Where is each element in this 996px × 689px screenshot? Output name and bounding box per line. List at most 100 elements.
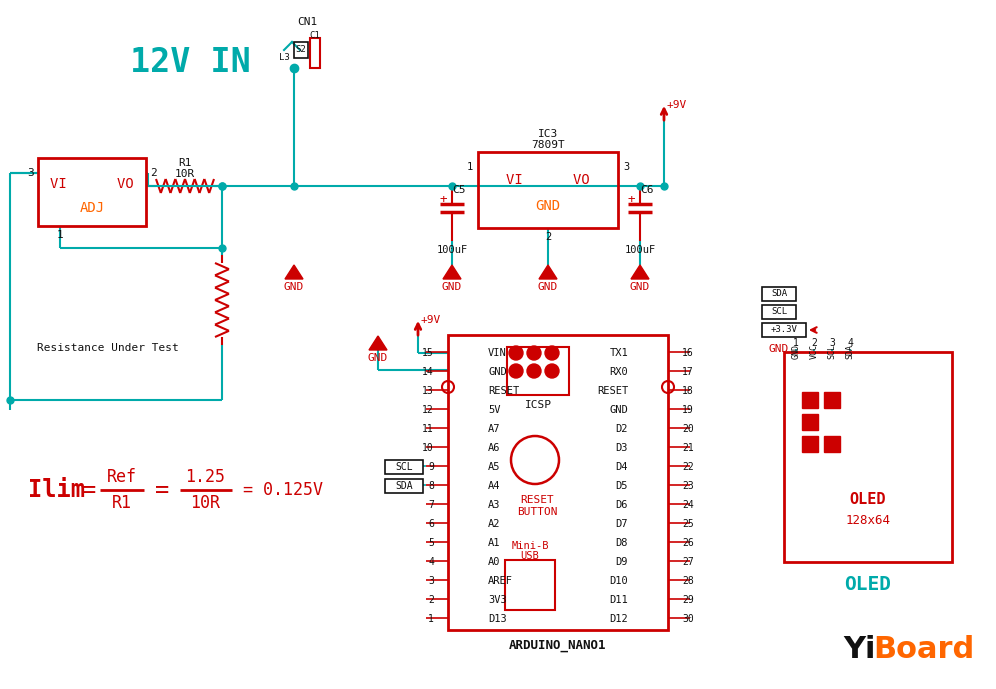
Text: CN1: CN1 [297, 17, 317, 27]
Text: SDA: SDA [846, 344, 855, 359]
Text: A0: A0 [488, 557, 501, 567]
Bar [505, 560, 555, 610]
Text: R1: R1 [112, 494, 132, 512]
Text: 4: 4 [847, 338, 853, 348]
Text: 14: 14 [422, 367, 434, 377]
Text: +9V: +9V [421, 315, 441, 325]
Text: Board: Board [873, 635, 974, 664]
Text: VIN: VIN [488, 348, 507, 358]
Text: GND: GND [488, 367, 507, 377]
Circle shape [527, 364, 541, 378]
Text: GND: GND [792, 344, 801, 359]
Text: SDA: SDA [771, 289, 787, 298]
Text: RESET: RESET [520, 495, 554, 505]
Text: 25: 25 [682, 519, 694, 529]
Text: +9V: +9V [667, 100, 687, 110]
Text: OLED: OLED [845, 575, 891, 593]
Text: =: = [155, 478, 169, 502]
Text: C6: C6 [640, 185, 653, 195]
Bar [784, 352, 952, 562]
Text: 2: 2 [149, 168, 156, 178]
Text: A2: A2 [488, 519, 501, 529]
Text: D11: D11 [610, 595, 628, 605]
Text: 3: 3 [428, 576, 434, 586]
Text: =: = [82, 478, 97, 502]
Text: GND: GND [368, 353, 388, 363]
Text: SCL: SCL [828, 344, 837, 359]
Text: 5: 5 [428, 538, 434, 548]
Text: D12: D12 [610, 614, 628, 624]
Circle shape [527, 346, 541, 360]
Text: 10: 10 [422, 443, 434, 453]
Text: GND: GND [536, 199, 561, 213]
Bar [824, 436, 840, 452]
Text: D6: D6 [616, 500, 628, 510]
Text: VCC: VCC [810, 344, 819, 359]
Text: RESET: RESET [597, 386, 628, 396]
Text: A5: A5 [488, 462, 501, 472]
Text: +: + [439, 192, 447, 205]
Text: 1: 1 [428, 614, 434, 624]
Bar [507, 347, 569, 395]
Text: 9: 9 [428, 462, 434, 472]
Text: 29: 29 [682, 595, 694, 605]
Text: 8: 8 [428, 481, 434, 491]
Bar [385, 479, 423, 493]
Text: 3: 3 [28, 168, 35, 178]
Text: VI      VO: VI VO [50, 177, 133, 191]
Bar [762, 305, 796, 319]
Text: 7809T: 7809T [531, 140, 565, 150]
Text: 100uF: 100uF [624, 245, 655, 255]
Text: GND: GND [769, 344, 789, 354]
Text: 1: 1 [793, 338, 799, 348]
Text: 2: 2 [811, 338, 817, 348]
Text: 7: 7 [428, 500, 434, 510]
Text: L3: L3 [279, 54, 290, 63]
Text: D10: D10 [610, 576, 628, 586]
Text: TX1: TX1 [610, 348, 628, 358]
Text: A1: A1 [488, 538, 501, 548]
Text: Ilim: Ilim [28, 478, 85, 502]
Text: 27: 27 [682, 557, 694, 567]
Text: 12V IN: 12V IN [130, 45, 251, 79]
Text: 24: 24 [682, 500, 694, 510]
Text: 15: 15 [422, 348, 434, 358]
Bar [802, 392, 818, 408]
Text: D2: D2 [616, 424, 628, 434]
Text: BUTTON: BUTTON [517, 507, 557, 517]
Bar [802, 414, 818, 430]
Text: +3.3V: +3.3V [771, 325, 798, 334]
Text: D13: D13 [488, 614, 507, 624]
Text: 13: 13 [422, 386, 434, 396]
Text: VI      VO: VI VO [506, 173, 590, 187]
Text: 11: 11 [422, 424, 434, 434]
Text: 28: 28 [682, 576, 694, 586]
Text: ICSP: ICSP [525, 400, 552, 410]
Circle shape [545, 346, 559, 360]
Text: 20: 20 [682, 424, 694, 434]
Text: D5: D5 [616, 481, 628, 491]
Text: Resistance Under Test: Resistance Under Test [37, 343, 179, 353]
Circle shape [509, 364, 523, 378]
Bar [38, 158, 146, 226]
Text: ARDUINO_NANO1: ARDUINO_NANO1 [509, 639, 607, 652]
Text: +: + [627, 192, 634, 205]
Bar [824, 392, 840, 408]
Text: C5: C5 [452, 185, 466, 195]
Text: ADJ: ADJ [80, 201, 105, 215]
Bar [762, 323, 806, 337]
Text: 3: 3 [829, 338, 835, 348]
Text: GND: GND [442, 282, 462, 292]
Text: D4: D4 [616, 462, 628, 472]
Text: RX0: RX0 [610, 367, 628, 377]
Text: 1.25: 1.25 [185, 468, 225, 486]
Text: A7: A7 [488, 424, 501, 434]
Text: 6: 6 [428, 519, 434, 529]
Circle shape [545, 364, 559, 378]
Text: 100uF: 100uF [436, 245, 468, 255]
Text: A3: A3 [488, 500, 501, 510]
Text: 19: 19 [682, 405, 694, 415]
Bar [762, 287, 796, 301]
Bar [802, 436, 818, 452]
Text: 128x64: 128x64 [846, 513, 890, 526]
